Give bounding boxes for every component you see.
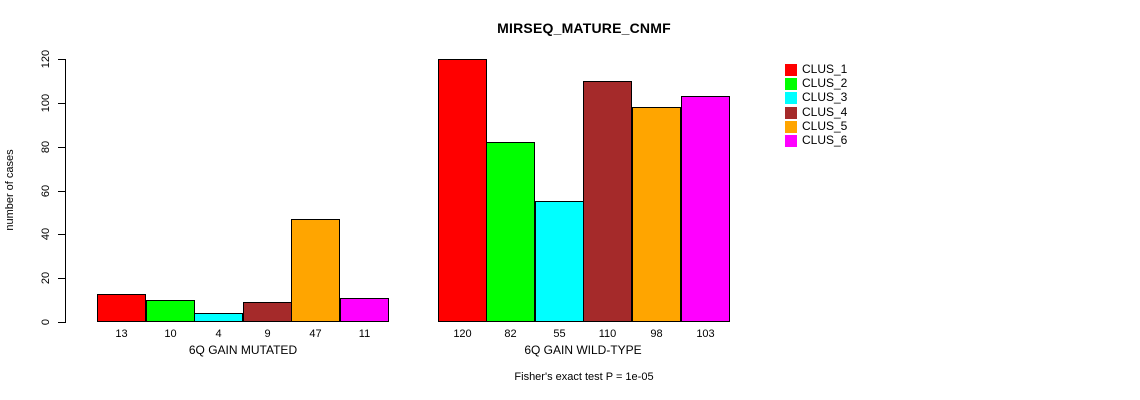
legend-label-clus_2: CLUS_2: [802, 76, 848, 90]
bar-clus_4-6q-gain-wild-type: [583, 81, 632, 322]
bar-value-label: 98: [650, 328, 663, 340]
legend-label-clus_4: CLUS_4: [802, 105, 848, 119]
legend-label-clus_1: CLUS_1: [802, 62, 848, 76]
group-label-6q-gain-wild-type: 6Q GAIN WILD-TYPE: [524, 343, 642, 357]
y-tick: [58, 278, 65, 279]
y-tick: [58, 59, 65, 60]
y-axis-label: number of cases: [4, 149, 16, 231]
legend-swatch-clus_1: [785, 64, 797, 76]
y-tick: [58, 191, 65, 192]
bar-clus_5-6q-gain-wild-type: [632, 107, 681, 322]
bar-value-label: 11: [358, 328, 371, 340]
bar-clus_2-6q-gain-wild-type: [486, 142, 535, 322]
legend-label-clus_3: CLUS_3: [802, 90, 848, 104]
bar-value-label: 55: [553, 328, 566, 340]
y-tick-label: 40: [40, 227, 52, 241]
bar-clus_5-6q-gain-mutated: [291, 219, 340, 322]
bar-clus_2-6q-gain-mutated: [146, 300, 195, 322]
group-label-6q-gain-mutated: 6Q GAIN MUTATED: [188, 343, 298, 357]
legend-swatch-clus_3: [785, 92, 797, 104]
bar-value-label: 103: [696, 328, 715, 340]
bar-clus_1-6q-gain-wild-type: [438, 59, 487, 322]
y-tick: [58, 234, 65, 235]
legend-label-clus_6: CLUS_6: [802, 133, 848, 147]
bar-value-label: 10: [164, 328, 177, 340]
bar-clus_6-6q-gain-wild-type: [681, 96, 730, 322]
legend-swatch-clus_6: [785, 135, 797, 147]
y-tick: [58, 147, 65, 148]
legend-swatch-clus_2: [785, 78, 797, 90]
y-tick-label: 80: [40, 140, 52, 154]
y-tick: [58, 103, 65, 104]
chart-title: MIRSEQ_MATURE_CNMF: [497, 20, 671, 36]
legend-swatch-clus_4: [785, 107, 797, 119]
bar-value-label: 13: [115, 328, 128, 340]
legend-label-clus_5: CLUS_5: [802, 119, 848, 133]
bar-clus_3-6q-gain-mutated: [194, 313, 243, 322]
y-tick-label: 120: [40, 49, 52, 69]
bar-value-label: 120: [453, 328, 472, 340]
y-tick-label: 100: [40, 93, 52, 113]
bar-clus_3-6q-gain-wild-type: [535, 201, 584, 322]
y-tick-label: 20: [40, 271, 52, 285]
bar-clus_6-6q-gain-mutated: [340, 298, 389, 322]
fisher-test-annotation: Fisher's exact test P = 1e-05: [514, 371, 654, 383]
y-tick: [58, 322, 65, 323]
bar-clus_4-6q-gain-mutated: [243, 302, 292, 322]
legend-swatch-clus_5: [785, 121, 797, 133]
bar-value-label: 82: [504, 328, 517, 340]
bar-value-label: 9: [264, 328, 271, 340]
y-tick-label: 0: [40, 318, 52, 326]
bar-value-label: 4: [215, 328, 222, 340]
bar-value-label: 47: [309, 328, 322, 340]
y-axis-line: [65, 59, 66, 323]
bar-clus_1-6q-gain-mutated: [97, 294, 146, 322]
bar-value-label: 110: [598, 328, 617, 340]
y-tick-label: 60: [40, 184, 52, 198]
